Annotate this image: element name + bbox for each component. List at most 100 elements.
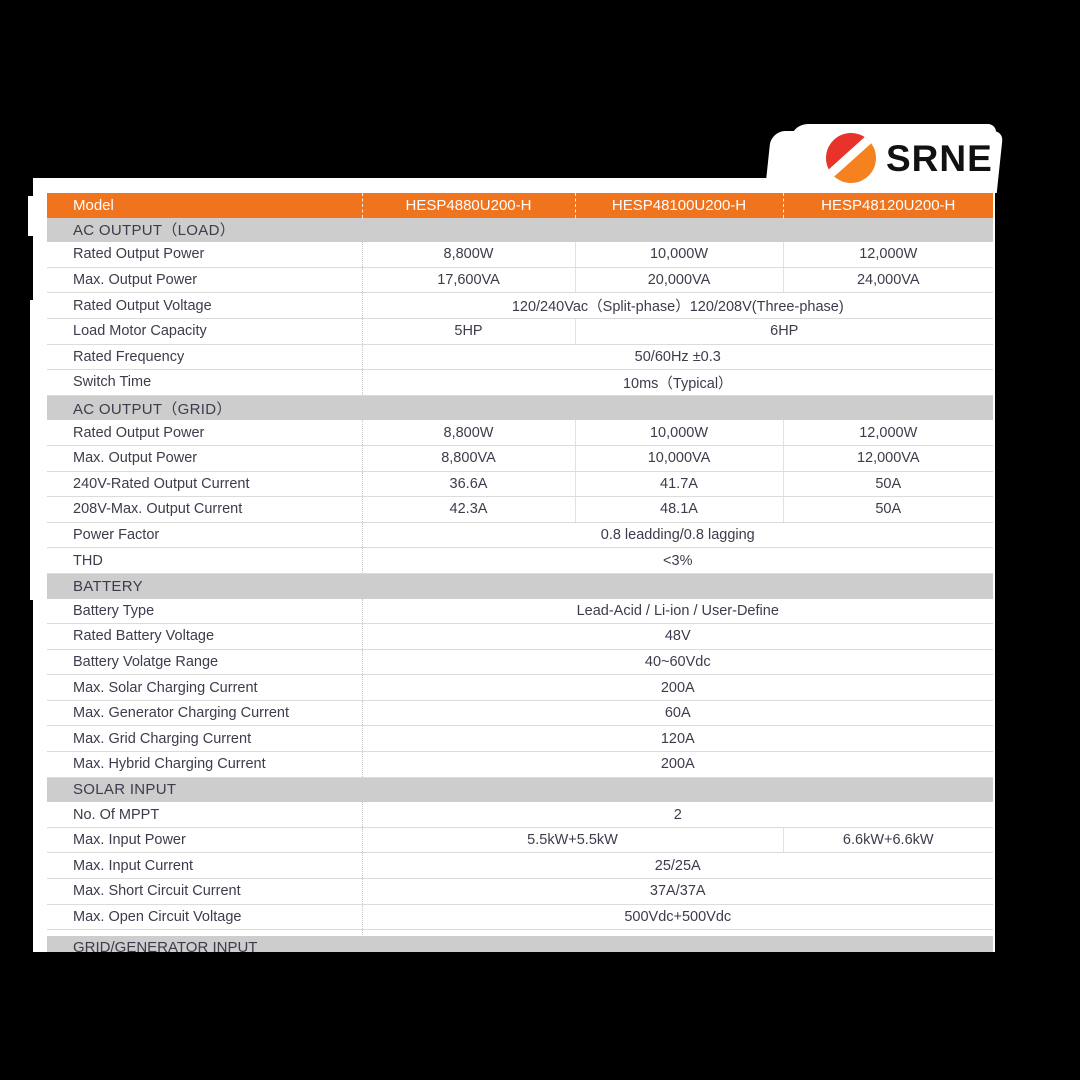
- row-value-3: 50A: [782, 471, 993, 498]
- table-row: THD <3%: [47, 547, 993, 574]
- table-row: No. Of MPPT 2: [47, 802, 993, 828]
- table-row: 208V-Max. Output Current 42.3A 48.1A 50A: [47, 496, 993, 523]
- header-label-model: Model: [47, 193, 362, 218]
- row-value-all: 40~60Vdc: [361, 649, 993, 676]
- section-header-row: BATTERY: [47, 573, 993, 599]
- row-label: Max. Output Power: [47, 267, 362, 294]
- table-row: Rated Battery Voltage 48V: [47, 623, 993, 650]
- row-value-all: 48V: [361, 623, 993, 650]
- table-row: Max. Generator Charging Current 60A: [47, 700, 993, 727]
- row-value-3: 12,000W: [782, 242, 993, 268]
- row-value-all: 25/25A: [361, 852, 993, 880]
- table-row: Max. Output Power 8,800VA 10,000VA 12,000VA: [47, 445, 993, 472]
- row-value-3: 50A: [782, 496, 993, 523]
- row-label: Rated Battery Voltage: [47, 623, 362, 650]
- row-value-all: Lead-Acid / Li-ion / User-Define: [361, 598, 993, 625]
- row-value-1: 17,600VA: [361, 267, 575, 294]
- row-value-1: 8,800VA: [361, 445, 575, 472]
- table-row: Max. Output Power 17,600VA 20,000VA 24,000V…: [47, 267, 993, 294]
- table-row: Rated Output Power 8,800W 10,000W 12,000W: [47, 420, 993, 446]
- row-label: Max. Output Power: [47, 445, 362, 472]
- row-label: Max. Generator Charging Current: [47, 700, 362, 727]
- row-label: Battery Type: [47, 598, 362, 625]
- logo-plate-backing-top: [790, 124, 996, 164]
- table-row: Rated Frequency 50/60Hz ±0.3: [47, 344, 993, 371]
- table-row: Battery Type Lead-Acid / Li-ion / User-De…: [47, 598, 993, 625]
- header-model-2: HESP48100U200-H: [574, 193, 783, 218]
- row-label: Rated Frequency: [47, 344, 362, 371]
- row-value-2: 10,000W: [574, 420, 783, 446]
- row-label: Switch Time: [47, 369, 362, 396]
- scan-artifact-1: [1013, 200, 1021, 246]
- table-row: Max. Grid Charging Current 120A: [47, 725, 993, 753]
- section-header-row: AC OUTPUT（LOAD）: [47, 217, 993, 243]
- row-value-3: 12,000VA: [782, 445, 993, 472]
- table-row: Battery Volatge Range 40~60Vdc: [47, 649, 993, 676]
- row-value-all: 10ms（Typical）: [361, 369, 993, 396]
- brand-name: SRNE: [886, 137, 993, 179]
- section-header-row: AC OUTPUT（GRID）: [47, 395, 993, 421]
- section-title-grid-generator-input: GRID/GENERATOR INPUT: [73, 939, 258, 956]
- row-label: Power Factor: [47, 522, 362, 549]
- row-label: Rated Output Power: [47, 420, 362, 446]
- row-label: Max. Short Circuit Current: [47, 878, 362, 905]
- section-title: AC OUTPUT（LOAD）: [47, 217, 993, 243]
- table-row: Rated Output Power 8,800W 10,000W 12,000W: [47, 242, 993, 268]
- row-value-all: 0.8 leadding/0.8 lagging: [361, 522, 993, 549]
- row-label: Max. Solar Charging Current: [47, 674, 362, 701]
- header-model-3: HESP48120U200-H: [782, 193, 993, 218]
- header-model-1: HESP4880U200-H: [361, 193, 575, 218]
- row-value-1: 8,800W: [361, 242, 575, 268]
- table-row: Max. Input Power 5.5kW+5.5kW 6.6kW+6.6kW: [47, 827, 993, 854]
- row-label: Rated Output Voltage: [47, 292, 362, 319]
- row-value-1: 5.5kW+5.5kW: [361, 827, 783, 854]
- row-value-2: 6.6kW+6.6kW: [782, 827, 993, 854]
- row-value-all: 60A: [361, 700, 993, 727]
- row-value-1: 5HP: [361, 318, 575, 345]
- scan-artifact-2: [1016, 300, 1022, 330]
- srne-circle-logo-icon: [826, 133, 876, 183]
- table-row: Power Factor 0.8 leadding/0.8 lagging: [47, 522, 993, 549]
- logo-slash: [826, 133, 876, 181]
- brand-logo: SRNE: [826, 133, 993, 183]
- scan-artifact-5: [1023, 885, 1030, 925]
- row-label: Load Motor Capacity: [47, 318, 362, 345]
- row-label: Max. Hybrid Charging Current: [47, 751, 362, 778]
- row-label: Rated Output Power: [47, 242, 362, 268]
- section-title: BATTERY: [47, 573, 993, 599]
- row-label: 208V-Max. Output Current: [47, 496, 362, 523]
- row-value-all: 500Vdc+500Vdc: [361, 904, 993, 931]
- row-value-all: 37A/37A: [361, 878, 993, 905]
- section-title: AC OUTPUT（GRID）: [47, 395, 993, 421]
- row-value-3: 12,000W: [782, 420, 993, 446]
- bottom-crop-mask: [0, 952, 1080, 1080]
- row-value-3: 24,000VA: [782, 267, 993, 294]
- row-value-all: 2: [361, 802, 993, 828]
- table-row: Max. Hybrid Charging Current 200A: [47, 751, 993, 778]
- table-header-row: Model HESP4880U200-H HESP48100U200-H HESP48…: [47, 193, 993, 218]
- row-value-all: 200A: [361, 751, 993, 778]
- table-row: Max. Solar Charging Current 200A: [47, 674, 993, 701]
- row-value-all: 200A: [361, 674, 993, 701]
- page-edge-artifact-left-mid: [30, 300, 50, 600]
- row-value-2: 20,000VA: [574, 267, 783, 294]
- row-label: Battery Volatge Range: [47, 649, 362, 676]
- row-label: No. Of MPPT: [47, 802, 362, 828]
- row-label: Max. Input Power: [47, 827, 362, 854]
- right-margin-mask: [995, 196, 1019, 956]
- section-title: SOLAR INPUT: [47, 777, 993, 803]
- scan-artifact-3: [1022, 560, 1029, 680]
- row-value-2: 48.1A: [574, 496, 783, 523]
- table-row: Rated Output Voltage 120/240Vac（Split-pha…: [47, 292, 993, 319]
- table-row: Max. Short Circuit Current 37A/37A: [47, 878, 993, 905]
- row-value-all: 120/240Vac（Split-phase）120/208V(Three-ph…: [361, 292, 993, 319]
- section-header-row: SOLAR INPUT: [47, 777, 993, 803]
- table-row: 240V-Rated Output Current 36.6A 41.7A 50A: [47, 471, 993, 498]
- row-value-1: 42.3A: [361, 496, 575, 523]
- specification-table: Model HESP4880U200-H HESP48100U200-H HESP48…: [47, 193, 993, 956]
- row-label: Max. Grid Charging Current: [47, 725, 362, 753]
- table-row: Switch Time 10ms（Typical）: [47, 369, 993, 396]
- scan-artifact-4: [1025, 700, 1031, 760]
- row-label: Max. Input Current: [47, 852, 362, 880]
